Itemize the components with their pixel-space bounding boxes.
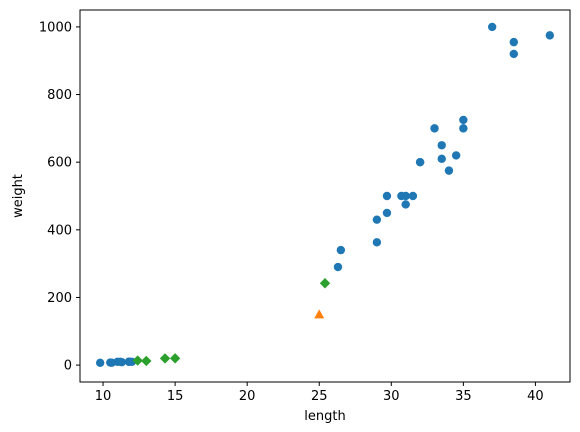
data-point-circle xyxy=(336,245,346,255)
x-tick-label: 15 xyxy=(167,389,184,404)
data-point-circle xyxy=(451,151,461,160)
x-tick-label: 30 xyxy=(383,389,400,404)
data-point-circle xyxy=(117,357,126,367)
data-point-circle xyxy=(95,358,105,368)
data-point-triangle xyxy=(314,309,325,319)
data-point-circle xyxy=(487,22,497,32)
x-tick-label: 40 xyxy=(527,389,544,404)
data-point-circle xyxy=(509,49,518,59)
y-tick-label: 0 xyxy=(64,359,72,374)
data-point-circle xyxy=(415,157,425,167)
data-point-diamond xyxy=(319,278,331,289)
x-tick-label: 35 xyxy=(455,389,472,404)
data-point-circle xyxy=(372,238,382,247)
data-point-circle xyxy=(437,141,446,150)
y-tick-label: 400 xyxy=(47,223,72,238)
data-point-diamond xyxy=(141,355,152,367)
data-point-circle xyxy=(459,124,468,133)
plot-frame xyxy=(79,9,571,383)
data-point-circle xyxy=(401,191,410,201)
data-point-circle xyxy=(437,154,446,163)
data-point-circle xyxy=(444,166,454,175)
y-tick-label: 600 xyxy=(47,156,72,171)
data-point-circle xyxy=(401,200,410,209)
plot-marks xyxy=(95,22,555,368)
x-tick-label: 25 xyxy=(311,389,328,404)
x-tick-label: 10 xyxy=(95,389,112,404)
data-point-circle xyxy=(382,191,392,201)
x-axis-label: length xyxy=(304,409,345,424)
data-point-circle xyxy=(430,124,439,133)
x-tick-label: 20 xyxy=(239,389,256,404)
y-axis-label: weight xyxy=(11,174,26,218)
data-point-diamond xyxy=(169,353,181,364)
data-point-circle xyxy=(459,115,468,125)
y-tick-label: 800 xyxy=(47,88,72,103)
data-point-diamond xyxy=(159,353,171,364)
y-tick-label: 1000 xyxy=(39,20,72,35)
data-point-circle xyxy=(333,262,343,272)
data-point-circle xyxy=(382,208,392,218)
data-point-circle xyxy=(408,191,418,201)
data-point-diamond xyxy=(132,355,143,366)
data-point-circle xyxy=(509,37,518,47)
data-point-circle xyxy=(545,31,555,40)
data-point-circle xyxy=(372,215,382,224)
y-tick-label: 200 xyxy=(47,291,72,306)
